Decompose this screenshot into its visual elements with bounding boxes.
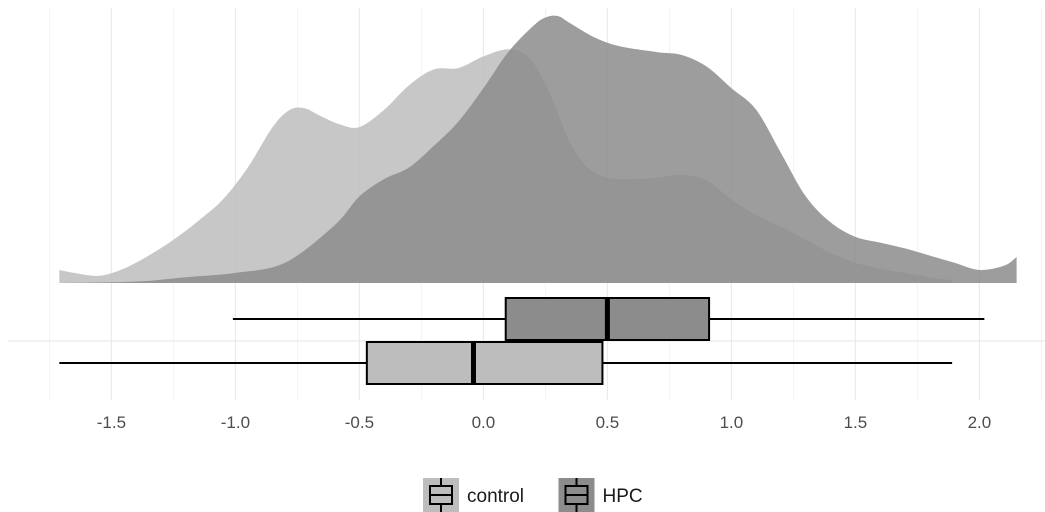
box-iqr (365, 341, 604, 385)
x-tick-label: -1.5 (97, 413, 126, 432)
x-tick-label: 0.0 (472, 413, 496, 432)
legend: control HPC (423, 478, 643, 512)
density-area-hpc (59, 15, 1017, 283)
legend-item-hpc: HPC (558, 478, 643, 512)
boxplot-layer (59, 297, 985, 385)
legend-label: control (467, 486, 524, 507)
x-tick-label: 2.0 (968, 413, 992, 432)
boxplot-hpc (232, 297, 985, 341)
legend-label: HPC (603, 486, 643, 507)
x-tick-label: 1.0 (720, 413, 744, 432)
legend-item-control: control (423, 478, 524, 512)
x-axis-tick-labels: -1.5 -1.0 -0.5 0.0 0.5 1.0 1.5 2.0 (97, 413, 991, 432)
boxplot-control (59, 341, 953, 385)
x-tick-label: 0.5 (596, 413, 620, 432)
density-layer (59, 15, 1017, 283)
x-tick-label: 1.5 (844, 413, 868, 432)
x-tick-label: -0.5 (345, 413, 374, 432)
x-tick-label: -1.0 (221, 413, 250, 432)
